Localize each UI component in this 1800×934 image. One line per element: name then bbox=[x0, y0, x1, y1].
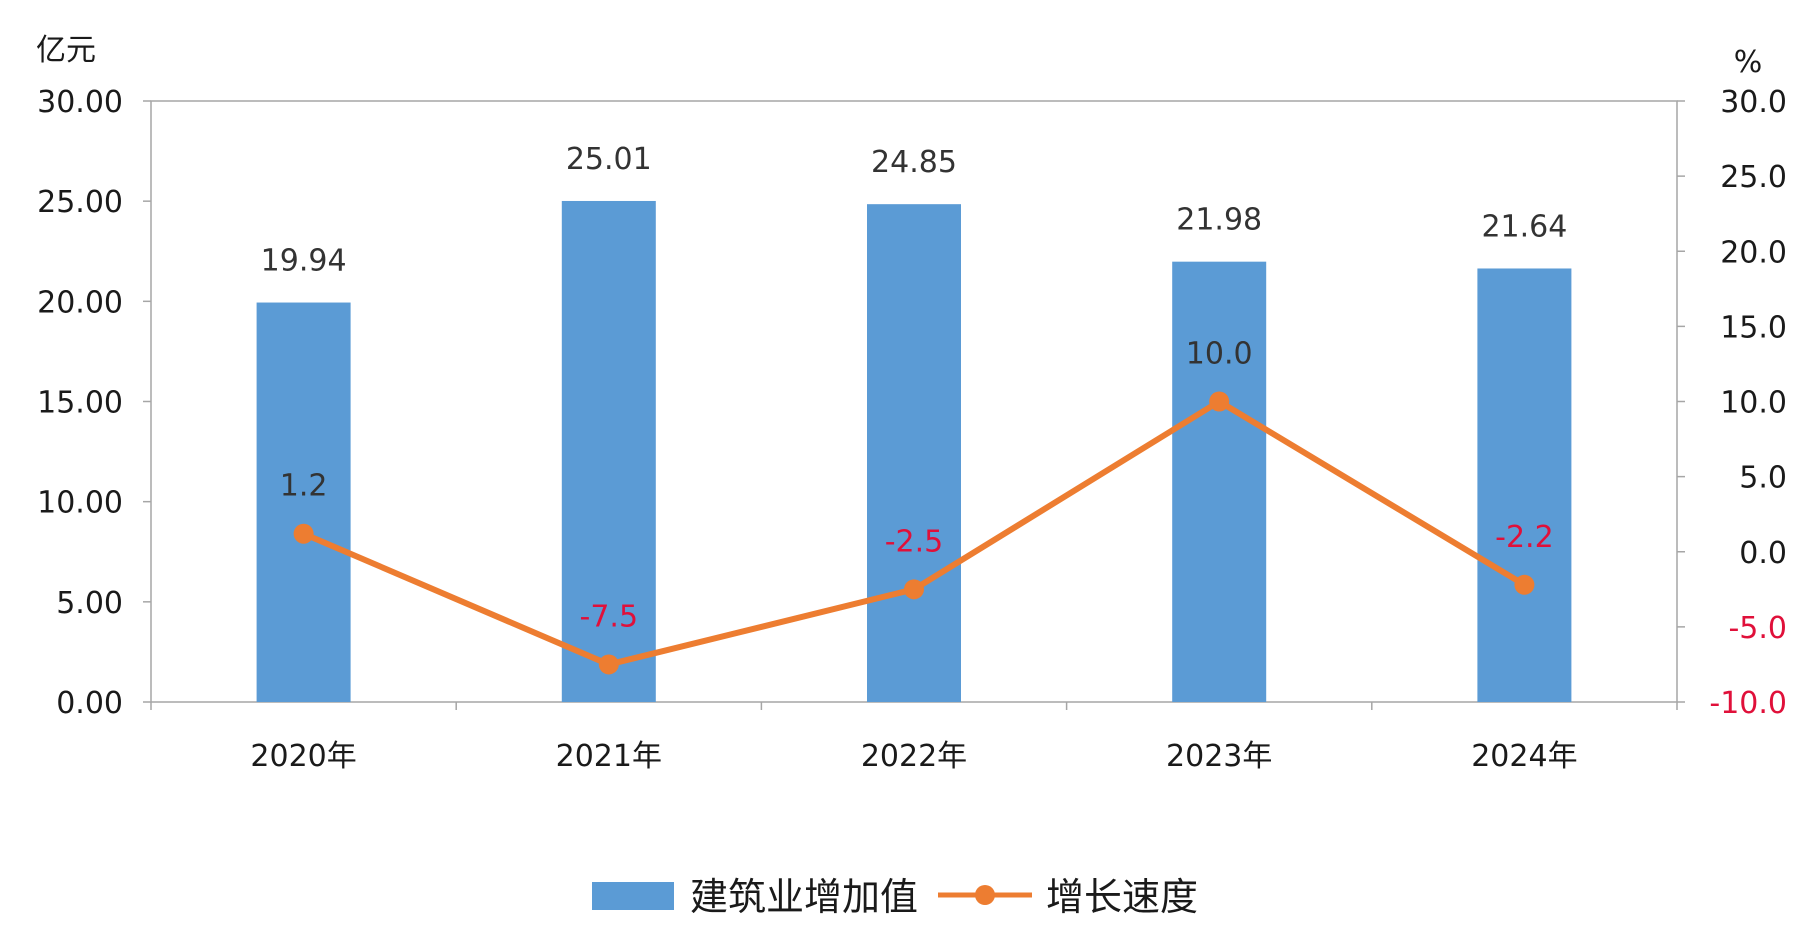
x-tick-label: 2023年 bbox=[1166, 739, 1272, 774]
right-tick-label: 30.0 bbox=[1720, 85, 1787, 120]
right-tick-label: -10.0 bbox=[1709, 686, 1787, 721]
x-tick-label: 2020年 bbox=[250, 739, 356, 774]
line-value-label: -2.2 bbox=[1495, 520, 1554, 555]
right-tick-label: 5.0 bbox=[1739, 461, 1787, 496]
right-tick-label: 15.0 bbox=[1720, 310, 1787, 345]
legend-bar-label: 建筑业增加值 bbox=[690, 875, 918, 919]
x-tick-label: 2021年 bbox=[556, 739, 662, 774]
left-tick-label: 15.00 bbox=[37, 386, 123, 421]
left-tick-label: 30.00 bbox=[37, 85, 123, 120]
legend-line-label: 增长速度 bbox=[1046, 875, 1198, 919]
bar-value-label: 19.94 bbox=[261, 244, 347, 279]
right-tick-label: 25.0 bbox=[1720, 160, 1787, 195]
bar-value-label: 24.85 bbox=[871, 145, 957, 180]
line-point bbox=[1514, 574, 1535, 595]
bar bbox=[256, 302, 351, 702]
data-labels: 19.94 25.01 24.85 21.98 21.64 1.2 -7.5 -2.5 10.0… bbox=[261, 142, 1568, 634]
x-tick-label: 2024年 bbox=[1471, 739, 1577, 774]
right-axis: -10.0 -5.0 0.0 5.0 10.0 15.0 20.0 25.0 30.0 bbox=[1677, 85, 1787, 721]
line-value-label: 10.0 bbox=[1186, 337, 1253, 372]
x-tick-label: 2022年 bbox=[861, 739, 967, 774]
left-tick-label: 0.00 bbox=[56, 686, 123, 721]
right-tick-label: -5.0 bbox=[1728, 611, 1787, 646]
line-value-label: -2.5 bbox=[885, 524, 944, 559]
left-tick-label: 10.00 bbox=[37, 486, 123, 521]
line-point bbox=[598, 654, 619, 675]
bar bbox=[867, 204, 961, 702]
line-value-label: 1.2 bbox=[280, 469, 328, 504]
line-point bbox=[293, 523, 314, 544]
legend-line-marker bbox=[975, 885, 995, 905]
left-tick-label: 25.00 bbox=[37, 185, 123, 220]
bar bbox=[1172, 261, 1267, 702]
right-tick-label: 10.0 bbox=[1720, 386, 1787, 421]
x-axis: 2020年 2021年 2022年 2023年 2024年 bbox=[150, 702, 1678, 774]
line-value-label: -7.5 bbox=[580, 599, 639, 634]
legend: 建筑业增加值 增长速度 bbox=[592, 875, 1198, 919]
left-axis: 0.00 5.00 10.00 15.00 20.00 25.00 30.00 bbox=[37, 85, 151, 721]
right-tick-label: 0.0 bbox=[1739, 536, 1787, 571]
bar-series bbox=[256, 200, 1572, 702]
right-axis-unit: % bbox=[1734, 45, 1763, 80]
left-tick-label: 5.00 bbox=[56, 586, 123, 621]
left-tick-label: 20.00 bbox=[37, 285, 123, 320]
right-tick-label: 20.0 bbox=[1720, 235, 1787, 270]
line-point bbox=[1209, 391, 1230, 412]
bar-value-label: 25.01 bbox=[566, 142, 652, 177]
left-axis-unit: 亿元 bbox=[36, 33, 96, 68]
bar bbox=[561, 200, 656, 702]
line-point bbox=[904, 579, 924, 600]
bar-value-label: 21.64 bbox=[1481, 209, 1567, 244]
legend-bar-swatch bbox=[592, 882, 674, 910]
line-series bbox=[293, 391, 1535, 675]
bar-value-label: 21.98 bbox=[1176, 203, 1262, 238]
bar bbox=[1477, 268, 1572, 702]
